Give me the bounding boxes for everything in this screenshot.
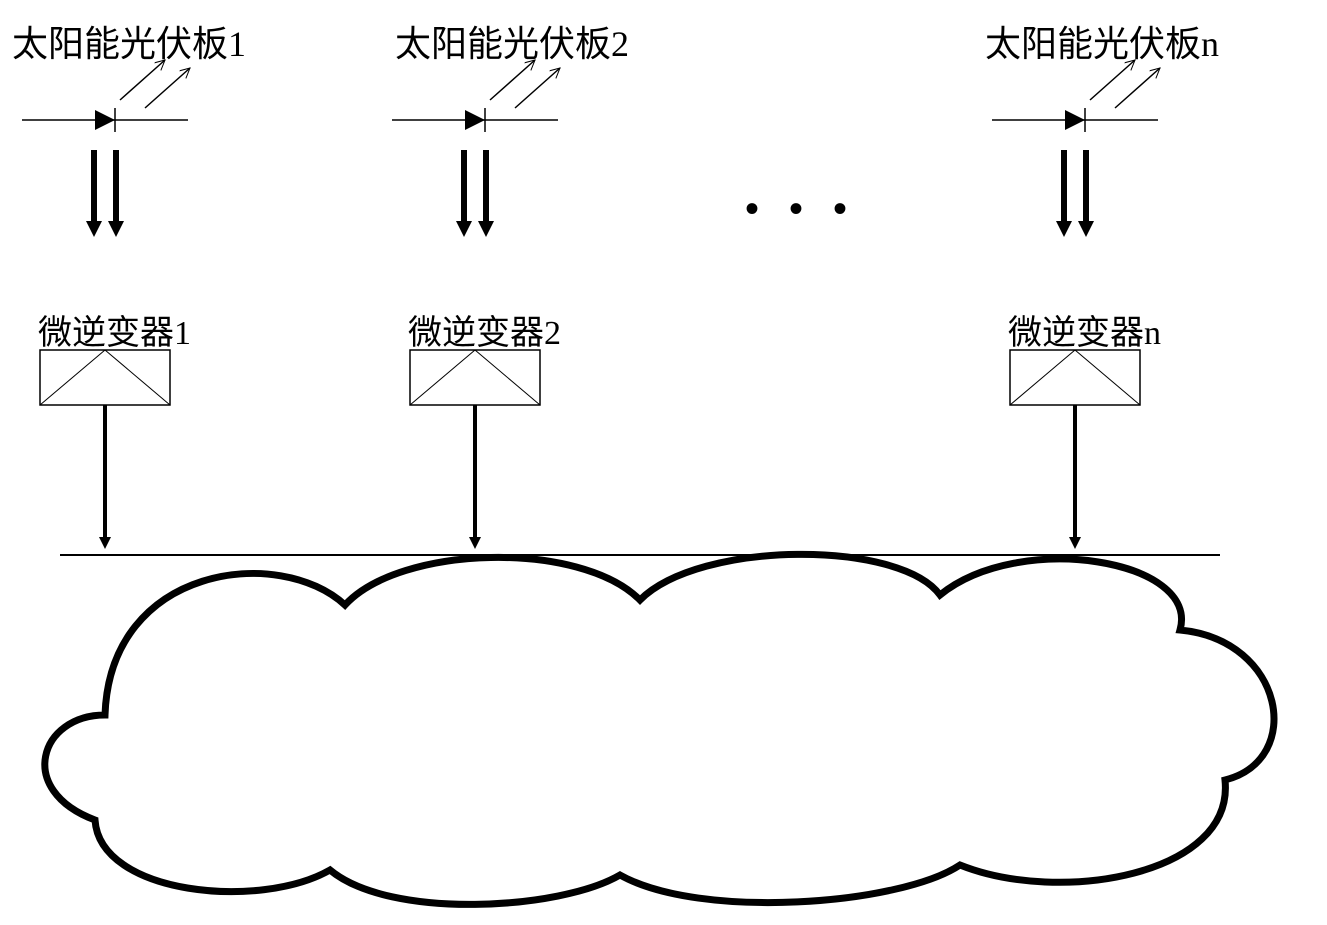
grid-cloud <box>45 554 1274 904</box>
arrows-panel-to-inverter-2 <box>464 150 486 225</box>
solar-inverter-diagram: 太阳能光伏板1 太阳能光伏板2 太阳能光伏板n 微逆变器1 微逆变器2 微逆变器… <box>0 0 1327 925</box>
arrows-panel-to-inverter-n <box>1064 150 1086 225</box>
arrows-panel-to-inverter-1 <box>94 150 116 225</box>
pv-panel-1 <box>22 60 190 132</box>
inverter-box-1 <box>40 350 170 405</box>
pv-panel-2 <box>392 60 560 132</box>
pv-panel-n <box>992 60 1160 132</box>
inverter-box-2 <box>410 350 540 405</box>
diagram-svg <box>0 0 1327 925</box>
inverter-box-n <box>1010 350 1140 405</box>
